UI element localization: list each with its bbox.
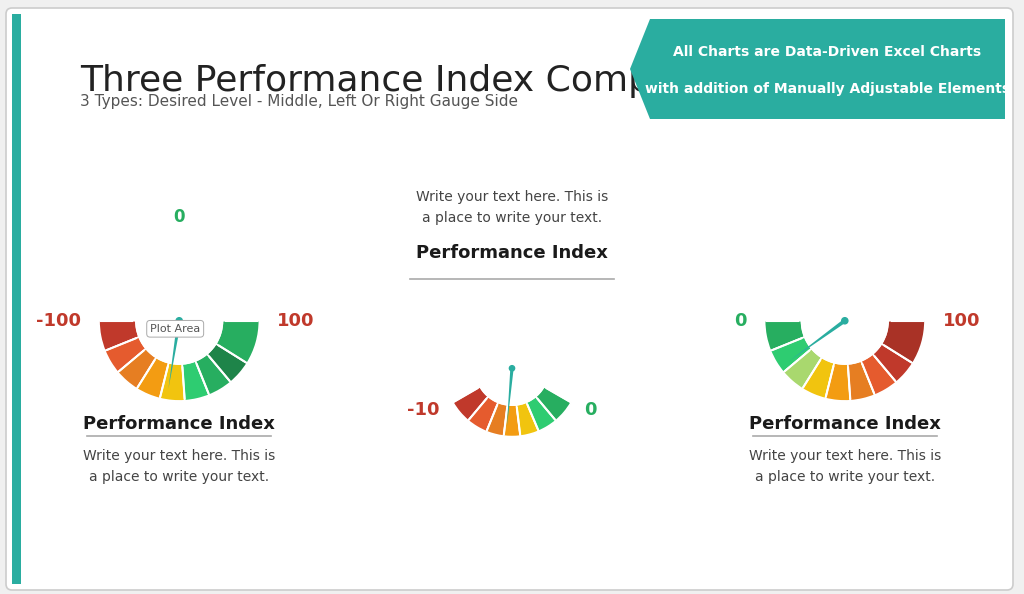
Wedge shape: [504, 405, 520, 437]
Wedge shape: [825, 363, 850, 401]
Circle shape: [136, 277, 222, 364]
Bar: [12, 14, 22, 584]
Circle shape: [475, 331, 549, 405]
Wedge shape: [118, 349, 157, 388]
Text: All Charts are Data-Driven Excel Charts: All Charts are Data-Driven Excel Charts: [674, 45, 982, 59]
Text: Three Performance Index Comparison: Three Performance Index Comparison: [80, 64, 762, 98]
Text: Write your text here. This is
a place to write your text.: Write your text here. This is a place to…: [83, 449, 275, 484]
Text: Performance Index: Performance Index: [83, 415, 275, 434]
Text: 3 Types: Desired Level - Middle, Left Or Right Gauge Side: 3 Types: Desired Level - Middle, Left Or…: [80, 94, 518, 109]
Wedge shape: [104, 337, 146, 372]
Wedge shape: [99, 321, 139, 351]
Wedge shape: [783, 349, 822, 388]
Text: 0: 0: [584, 401, 597, 419]
Wedge shape: [803, 358, 835, 399]
Circle shape: [509, 366, 515, 371]
Circle shape: [842, 318, 848, 324]
Wedge shape: [526, 397, 556, 431]
Text: Performance Index: Performance Index: [749, 415, 941, 434]
Text: -100: -100: [37, 312, 81, 330]
Text: with addition of Manually Adjustable Elements: with addition of Manually Adjustable Ele…: [645, 82, 1010, 96]
Text: 0: 0: [734, 312, 746, 330]
Wedge shape: [453, 387, 488, 421]
Wedge shape: [848, 361, 874, 401]
Polygon shape: [790, 319, 846, 361]
Text: 100: 100: [278, 312, 314, 330]
Text: -10: -10: [408, 401, 440, 419]
Wedge shape: [861, 354, 896, 395]
Wedge shape: [196, 354, 230, 395]
Polygon shape: [630, 19, 650, 119]
Wedge shape: [182, 361, 209, 401]
Wedge shape: [468, 397, 499, 432]
Text: Plot Area: Plot Area: [151, 324, 201, 334]
Wedge shape: [486, 403, 508, 436]
Text: Write your text here. This is
a place to write your text.: Write your text here. This is a place to…: [749, 449, 941, 484]
Circle shape: [176, 318, 182, 324]
Wedge shape: [882, 321, 925, 364]
Text: Performance Index: Performance Index: [416, 244, 608, 263]
Circle shape: [802, 277, 888, 364]
Wedge shape: [216, 321, 259, 364]
Polygon shape: [168, 320, 181, 389]
Text: 0: 0: [173, 208, 185, 226]
Wedge shape: [536, 387, 571, 421]
Wedge shape: [516, 402, 539, 436]
Polygon shape: [507, 368, 514, 427]
FancyBboxPatch shape: [6, 8, 1013, 590]
Wedge shape: [872, 344, 912, 382]
Wedge shape: [137, 358, 169, 399]
Wedge shape: [207, 344, 247, 382]
Text: Write your text here. This is
a place to write your text.: Write your text here. This is a place to…: [416, 190, 608, 225]
Wedge shape: [160, 363, 184, 401]
Wedge shape: [765, 321, 805, 351]
Text: 100: 100: [943, 312, 980, 330]
Wedge shape: [770, 337, 812, 372]
FancyBboxPatch shape: [650, 19, 1005, 119]
